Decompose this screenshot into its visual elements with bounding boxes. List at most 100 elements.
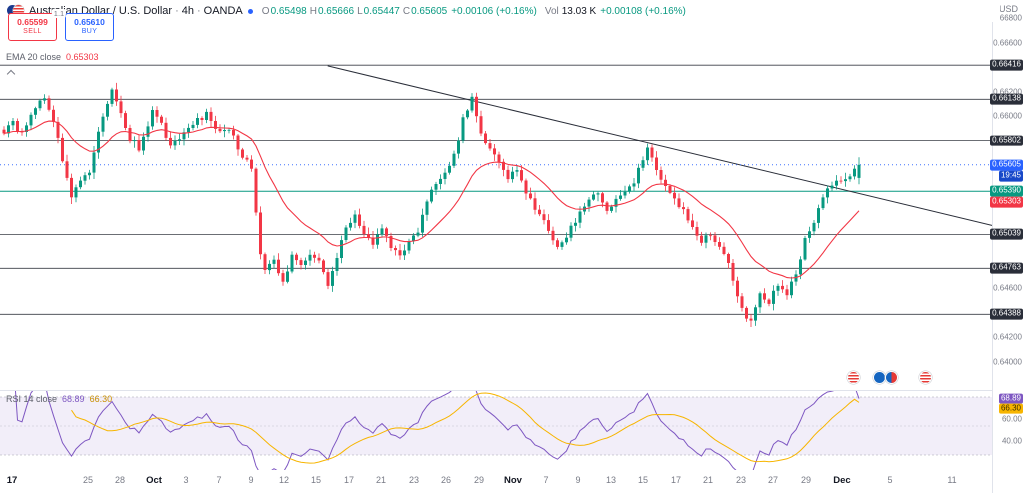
sell-price: 0.65599 (17, 17, 48, 28)
ema-legend-value: 0.65303 (66, 52, 99, 62)
price-axis-badge: 0.65390 (990, 185, 1023, 197)
symbol-legend-bar: Australian Dollar / U.S. Dollar · 4h · O… (0, 0, 1000, 22)
open-value: 0.65498 (270, 5, 307, 17)
pane-divider[interactable] (0, 390, 993, 391)
time-axis-label: 3 (183, 475, 189, 485)
time-axis-label: 17 (670, 475, 682, 485)
economic-event-icon[interactable] (874, 372, 885, 383)
time-axis[interactable]: 17 25 28 Oct 3 7 9 12 15 17 21 23 26 29 Nov 7 9 13 15 17 21 2… (0, 470, 993, 493)
price-axis-badge: 0.64388 (990, 308, 1023, 320)
time-axis-label: 7 (543, 475, 549, 485)
buy-price: 0.65610 (74, 17, 105, 28)
rsi-band (0, 397, 993, 455)
rsi-axis-badge: 66.30 (998, 403, 1023, 415)
price-axis-badge: 0.66416 (990, 59, 1023, 71)
price-axis-label: 0.66000 (993, 111, 1022, 121)
time-axis-label: 29 (800, 475, 812, 485)
time-axis-label: 9 (248, 475, 254, 485)
price-axis-badge: 0.65303 (990, 196, 1023, 208)
time-axis-label: Nov (504, 475, 522, 486)
low-label: L (357, 5, 363, 17)
time-axis-label: 15 (310, 475, 322, 485)
bar-countdown-badge: 19:45 (998, 170, 1023, 182)
time-axis-label: 26 (440, 475, 452, 485)
rsi-legend-ma-value: 66.30 (89, 394, 113, 404)
rsi-pane-canvas[interactable] (0, 391, 993, 470)
time-axis-label: 17 (6, 475, 18, 486)
spread-value: 1.1 (51, 9, 67, 18)
volume-label: Vol (544, 5, 559, 17)
usd-flag-icon (13, 5, 24, 16)
time-axis-label: 11 (947, 475, 957, 485)
descending-trendline[interactable] (327, 65, 993, 227)
rsi-axis-badge: 68.89 (998, 393, 1023, 405)
time-axis-label: 7 (216, 475, 222, 485)
collapse-pane-button[interactable] (4, 66, 18, 80)
volume-value: 13.03 K (561, 5, 597, 17)
ema-legend[interactable]: EMA 20 close 0.65303 (6, 52, 99, 62)
interval-value[interactable]: 4h (181, 5, 194, 17)
ema-legend-label: EMA 20 close (6, 52, 62, 62)
volume-change: +0.00108 (+0.16%) (600, 5, 686, 17)
rsi-line (14, 391, 860, 470)
price-axis-badge: 0.66138 (990, 93, 1023, 105)
price-axis-label: 0.66200 (993, 87, 1022, 97)
main-chart-canvas[interactable] (0, 22, 993, 390)
buy-sell-panel: 0.65599 SELL 1.1 0.65610 BUY (8, 9, 114, 41)
price-axis-badge: 0.64763 (990, 262, 1023, 274)
price-axis-currency[interactable]: USD (998, 4, 1018, 14)
price-axis-label: 0.64600 (993, 283, 1022, 293)
rsi-axis-label: 60.00 (1001, 414, 1022, 424)
time-axis-label: 23 (735, 475, 747, 485)
low-value: 0.65447 (363, 5, 400, 17)
economic-event-icon[interactable] (886, 372, 897, 383)
ema-line (3, 120, 860, 279)
price-axis-label: 0.66800 (993, 13, 1022, 23)
time-axis-label: 28 (114, 475, 126, 485)
time-axis-label: 17 (343, 475, 355, 485)
economic-event-icon[interactable] (920, 372, 931, 383)
price-axis-badge: 0.65039 (990, 228, 1023, 240)
price-axis[interactable]: USD 0.66800 0.66600 0.66200 0.66000 0.64600 0… (990, 0, 1024, 493)
time-axis-label: 23 (408, 475, 420, 485)
rsi-legend-value: 68.89 (62, 394, 85, 404)
separator: · (175, 5, 179, 17)
time-axis-label: 9 (575, 475, 581, 485)
exchange-name[interactable]: OANDA (203, 5, 243, 17)
time-axis-label: 29 (473, 475, 485, 485)
price-change: +0.00106 (+0.16%) (451, 5, 537, 17)
rsi-axis-label: 40.00 (1001, 436, 1022, 445)
time-axis-label: 5 (887, 475, 893, 485)
open-label: O (261, 5, 270, 17)
time-axis-label: 21 (702, 475, 714, 485)
symbol-pair-logo-icon (7, 5, 24, 17)
rsi-ma-line (71, 392, 860, 464)
time-axis-label: 13 (605, 475, 617, 485)
time-axis-label: Dec (833, 475, 851, 486)
time-axis-label: 27 (767, 475, 779, 485)
close-value: 0.65605 (411, 5, 448, 17)
buy-button[interactable]: 0.65610 BUY (65, 13, 114, 41)
price-axis-badge: 0.65802 (990, 135, 1023, 147)
close-label: C (402, 5, 411, 17)
price-axis-label: 0.64000 (993, 357, 1022, 367)
separator: · (196, 5, 201, 17)
time-axis-label: 25 (82, 475, 94, 485)
price-axis-label: 0.64200 (993, 332, 1022, 342)
high-value: 0.65666 (317, 5, 355, 17)
sell-button[interactable]: 0.65599 SELL (8, 13, 57, 41)
aud-flag-icon (7, 5, 18, 16)
sell-label: SELL (23, 27, 42, 35)
rsi-legend[interactable]: RSI 14 close 68.89 66.30 (6, 394, 112, 404)
time-axis-label: 12 (278, 475, 290, 485)
price-axis-label: 0.66600 (993, 38, 1022, 48)
time-axis-label: 15 (637, 475, 649, 485)
last-price-badge: 0.65605 (990, 159, 1023, 171)
time-axis-label: 21 (375, 475, 387, 485)
high-label: H (309, 5, 317, 17)
time-axis-label: Oct (146, 475, 162, 486)
market-status-dot-icon[interactable] (247, 8, 253, 14)
economic-event-icon[interactable] (848, 372, 859, 383)
rsi-legend-label: RSI 14 close (6, 394, 58, 404)
